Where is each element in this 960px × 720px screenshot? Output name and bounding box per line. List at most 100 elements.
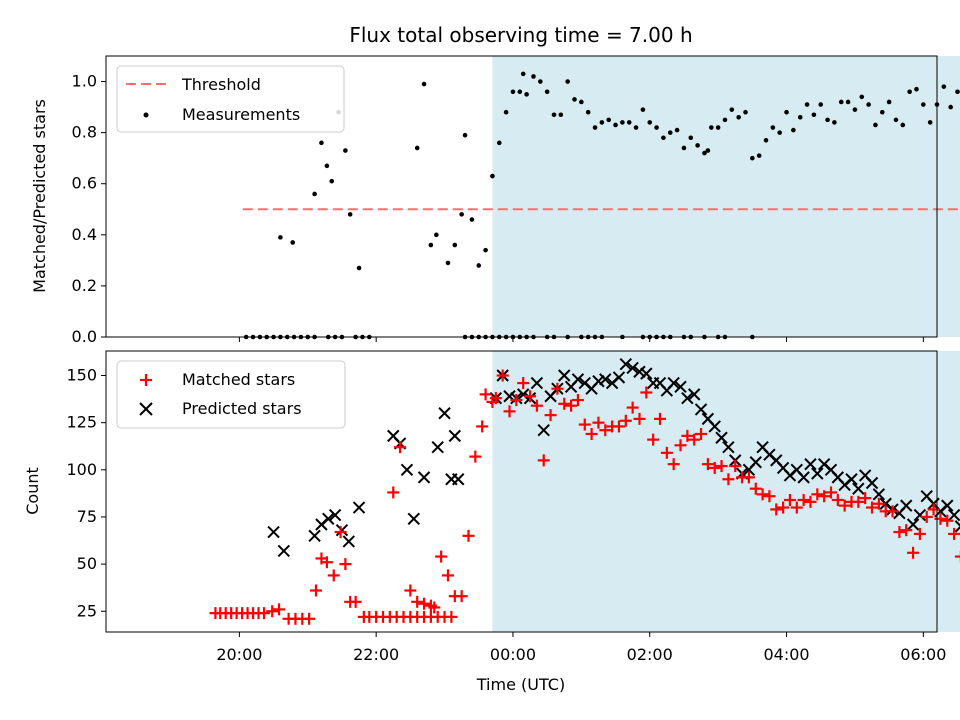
matched-star-point — [667, 458, 680, 471]
measurement-point — [551, 112, 557, 118]
measurement-point — [565, 79, 570, 84]
predicted-star-point — [452, 473, 465, 486]
measurement-point — [613, 122, 618, 128]
bottom-x-tick-label: 02:00 — [627, 645, 673, 664]
measurement-point — [428, 242, 434, 248]
matched-star-point — [866, 501, 879, 514]
measurement-point — [490, 173, 495, 179]
measurement-point — [654, 125, 659, 130]
predicted-star-point — [913, 508, 927, 522]
measurement-point — [496, 140, 502, 146]
matched-star-point — [273, 603, 286, 616]
predicted-star-point — [947, 508, 960, 522]
predicted-star-point — [797, 471, 810, 484]
matched-star-point — [469, 450, 482, 463]
predicted-star-point — [400, 463, 414, 477]
matched-star-point — [688, 433, 701, 446]
measurement-point — [797, 115, 803, 120]
legend-predicted-label: Predicted stars — [182, 399, 302, 418]
matched-star-point — [907, 546, 920, 559]
matched-star-point — [797, 493, 810, 506]
predicted-star-point — [852, 482, 865, 495]
matched-star-point — [441, 569, 454, 582]
matched-star-point — [435, 550, 448, 563]
measurement-point — [452, 242, 458, 248]
measurement-point — [544, 89, 550, 95]
measurement-point — [705, 148, 711, 153]
measurement-point — [811, 112, 817, 118]
bottom-y-axis: 25 50 75 100 125 150 — [66, 366, 106, 620]
matched-star-point — [948, 527, 960, 540]
measurement-point — [503, 109, 509, 115]
predicted-star-point — [342, 535, 356, 548]
matched-star-point — [927, 503, 940, 516]
matched-star-point — [722, 473, 735, 486]
bottom-x-tick-label: 20:00 — [216, 645, 262, 664]
measurement-point — [825, 117, 830, 123]
bottom-x-axis-label: Time (UTC) — [476, 675, 565, 694]
measurement-point — [832, 120, 837, 125]
predicted-star-point — [694, 403, 708, 416]
measurement-point — [324, 163, 330, 169]
measurement-point — [777, 130, 782, 135]
matched-star-point — [647, 433, 660, 446]
predicted-star-point — [681, 391, 694, 405]
matched-star-point — [592, 416, 605, 429]
measurement-point — [907, 89, 912, 95]
matched-star-point — [893, 526, 906, 539]
measurement-point — [791, 127, 796, 133]
predicted-star-point — [722, 440, 735, 454]
matched-star-point — [462, 529, 475, 542]
measurement-point — [633, 125, 639, 130]
matched-star-point — [496, 369, 509, 382]
top-y-tick-label: 0.0 — [72, 327, 97, 346]
bottom-chart-panel: 25 50 75 100 125 150 20:00 22:00 00:00 02:00 04:0… — [23, 350, 960, 694]
measurement-point — [599, 120, 605, 125]
measurement-point — [462, 132, 468, 138]
measurement-point — [729, 107, 735, 112]
matched-star-point — [565, 399, 578, 412]
measurement-point — [921, 102, 926, 107]
measurement-point — [558, 112, 564, 118]
matched-star-point — [349, 595, 362, 608]
matched-star-point — [913, 527, 926, 540]
measurement-point — [343, 148, 348, 153]
predicted-star-point — [906, 518, 920, 531]
measurement-point — [818, 102, 824, 107]
predicted-star-point — [431, 440, 444, 454]
matched-star-point — [695, 427, 708, 440]
measurement-point — [948, 104, 953, 110]
legend-measurement-swatch — [143, 112, 149, 118]
matched-star-point — [749, 482, 762, 495]
predicted-star-point — [352, 501, 366, 514]
measurement-point — [681, 145, 687, 151]
predicted-star-point — [715, 431, 728, 444]
bottom-x-tick-label: 04:00 — [763, 645, 809, 664]
bottom-x-tick-label: 00:00 — [490, 645, 536, 664]
measurement-point — [278, 235, 283, 240]
predicted-star-point — [811, 467, 824, 480]
predicted-star-point — [308, 529, 321, 543]
matched-star-point — [811, 488, 824, 501]
top-x-axis — [238, 337, 924, 342]
bottom-legend: Matched stars Predicted stars — [116, 360, 346, 429]
matched-star-point — [674, 439, 687, 452]
measurement-point — [319, 140, 324, 146]
top-chart-panel: 0.0 0.2 0.4 0.6 0.8 1.0 Flux total observing … — [30, 23, 960, 346]
measurement-point — [620, 120, 625, 125]
measurement-point — [312, 191, 317, 197]
predicted-star-point — [558, 369, 571, 382]
matched-star-point — [681, 429, 694, 442]
measurement-point — [445, 260, 451, 266]
bottom-x-tick-label: 22:00 — [353, 645, 399, 664]
legend-measurement-label: Measurements — [182, 105, 300, 124]
bottom-plot-frame — [105, 350, 938, 633]
measurement-points — [243, 71, 960, 340]
matched-star-point — [954, 550, 960, 563]
measurement-point — [893, 117, 899, 123]
matched-star-point — [558, 397, 571, 410]
predicted-star-point — [941, 499, 954, 512]
measurement-point — [476, 263, 482, 268]
measurement-point — [873, 122, 878, 128]
matched-star-point — [626, 401, 639, 414]
